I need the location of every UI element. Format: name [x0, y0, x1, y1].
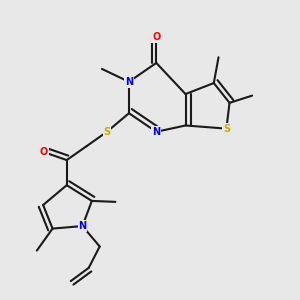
Text: S: S — [223, 124, 230, 134]
Text: O: O — [40, 147, 48, 157]
Text: S: S — [103, 127, 110, 137]
Text: N: N — [125, 77, 133, 87]
Text: N: N — [152, 127, 160, 137]
Text: O: O — [152, 32, 160, 43]
Text: N: N — [78, 221, 86, 231]
